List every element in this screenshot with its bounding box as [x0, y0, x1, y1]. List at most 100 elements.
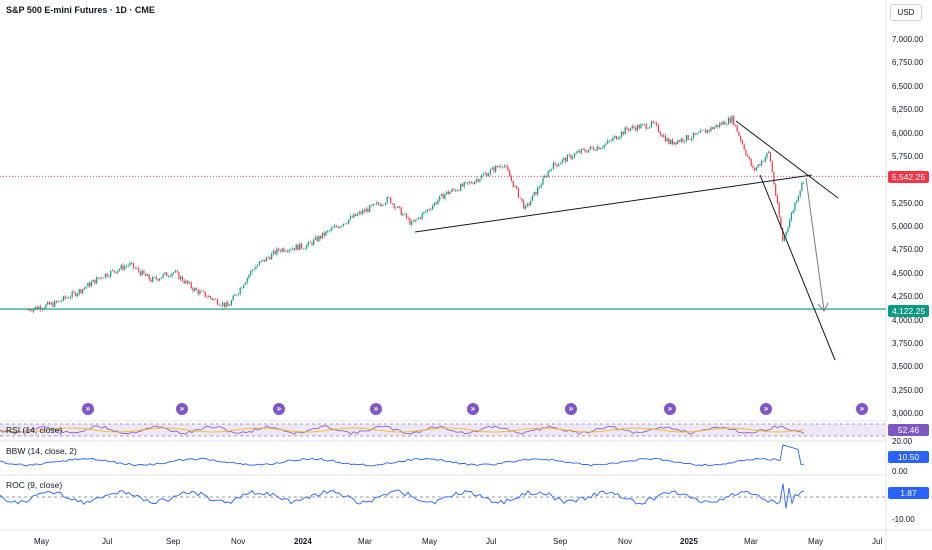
price-tick: 7,000.00	[892, 35, 924, 44]
roc-label[interactable]: ROC (9, close)	[6, 480, 63, 490]
time-tick: Mar	[358, 537, 372, 546]
candle-body	[412, 221, 415, 222]
fast-forward-circle-icon[interactable]: »	[856, 403, 868, 415]
candle-body	[666, 138, 668, 142]
candle-body	[318, 235, 320, 242]
candle-body	[775, 184, 777, 196]
candle-body	[481, 175, 483, 179]
candle-body	[405, 213, 408, 219]
candle-body	[75, 292, 77, 297]
currency-button[interactable]: USD	[890, 4, 922, 21]
candle-body	[558, 164, 560, 167]
candle-body	[726, 124, 728, 125]
candle-body	[192, 287, 194, 291]
fast-forward-circle-icon[interactable]: »	[760, 403, 772, 415]
candle-body	[507, 166, 509, 172]
candle-body	[99, 277, 101, 279]
candle-body	[188, 282, 191, 284]
fast-forward-circle-icon[interactable]: »	[273, 403, 285, 415]
candle-body	[92, 279, 94, 282]
candle-body	[570, 154, 572, 159]
time-tick: Sep	[553, 537, 568, 546]
candle-body	[222, 302, 224, 306]
candle-body	[703, 130, 705, 131]
candle-body	[176, 271, 178, 273]
candle-body	[705, 130, 707, 133]
rsi-label[interactable]: RSI (14, close)	[6, 425, 63, 435]
candle-body	[416, 219, 418, 220]
candle-body	[250, 270, 252, 275]
candle-body	[363, 210, 366, 212]
bbw-label[interactable]: BBW (14, close, 2)	[6, 446, 77, 456]
candle-body	[565, 157, 567, 162]
candle-body	[740, 135, 742, 141]
candle-body	[647, 128, 649, 129]
price-tick: 4,250.00	[892, 292, 924, 302]
candle-body	[682, 138, 684, 142]
candle-body	[733, 115, 735, 126]
candle-body	[629, 128, 632, 131]
candle-body	[330, 228, 332, 231]
candle-body	[197, 289, 199, 294]
candle-body	[153, 276, 156, 278]
candle-body	[759, 164, 761, 166]
candle-body	[136, 268, 138, 269]
candle-body	[738, 131, 740, 136]
candle-body	[372, 203, 374, 206]
candle-body	[390, 197, 392, 204]
candle-body	[367, 208, 369, 212]
candle-body	[491, 167, 493, 170]
candle-body	[722, 121, 724, 125]
candle-body	[789, 220, 791, 228]
candle-body	[622, 131, 625, 135]
candle-body	[472, 183, 474, 185]
fast-forward-circle-icon[interactable]: »	[176, 403, 188, 415]
candle-body	[309, 241, 311, 243]
candle-body	[752, 165, 754, 168]
candle-body	[171, 273, 173, 277]
candle-body	[610, 140, 612, 142]
symbol-title[interactable]: S&P 500 E-mini Futures · 1D · CME	[6, 5, 155, 15]
time-tick: Nov	[618, 537, 633, 546]
candle-body	[213, 298, 215, 300]
candle-body	[526, 203, 528, 207]
candle-body	[771, 161, 773, 172]
candle-body	[388, 197, 390, 198]
candle-body	[36, 306, 38, 310]
candle-body	[764, 157, 766, 162]
candle-body	[496, 165, 499, 168]
candle-body	[215, 298, 217, 300]
fast-forward-circle-icon[interactable]: »	[565, 403, 577, 415]
candle-body	[178, 272, 180, 280]
candle-body	[68, 297, 70, 299]
candle-body	[577, 150, 579, 153]
candle-body	[768, 151, 770, 153]
candle-body	[402, 213, 404, 216]
candle-body	[244, 282, 247, 286]
candle-body	[673, 142, 675, 145]
candle-body	[715, 125, 717, 128]
candle-body	[278, 248, 280, 251]
candle-body	[174, 271, 177, 273]
candle-body	[530, 201, 532, 206]
candle-body	[374, 203, 376, 205]
candle-body	[113, 270, 115, 272]
fast-forward-circle-icon[interactable]: »	[467, 403, 479, 415]
candle-body	[332, 227, 334, 229]
candle-body	[180, 276, 182, 280]
candle-body	[652, 121, 654, 123]
candle-body	[306, 245, 308, 249]
fast-forward-circle-icon[interactable]: »	[370, 403, 382, 415]
candle-body	[40, 306, 42, 310]
roc-line	[0, 483, 805, 509]
candle-body	[598, 146, 600, 150]
fast-forward-circle-icon[interactable]: »	[82, 403, 94, 415]
fast-forward-circle-icon[interactable]: »	[664, 403, 676, 415]
candles-group	[27, 114, 805, 314]
support-price-tag: 4,122.25	[888, 305, 929, 317]
candle-body	[334, 225, 336, 228]
candle-body	[61, 300, 63, 302]
time-tick: Sep	[166, 537, 181, 546]
time-tick: May	[808, 537, 824, 546]
